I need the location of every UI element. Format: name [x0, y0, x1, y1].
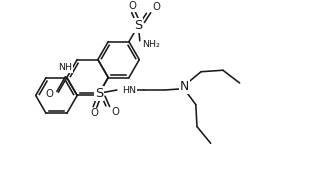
Text: O: O	[46, 89, 54, 99]
Text: O: O	[129, 1, 137, 11]
Text: O: O	[90, 109, 98, 118]
Text: O: O	[152, 2, 161, 12]
Text: S: S	[95, 87, 103, 100]
Text: N: N	[180, 81, 189, 94]
Text: NH₂: NH₂	[142, 40, 160, 49]
Text: S: S	[134, 19, 142, 32]
Text: HN: HN	[122, 85, 136, 95]
Text: O: O	[112, 107, 120, 117]
Text: NH: NH	[58, 63, 72, 72]
